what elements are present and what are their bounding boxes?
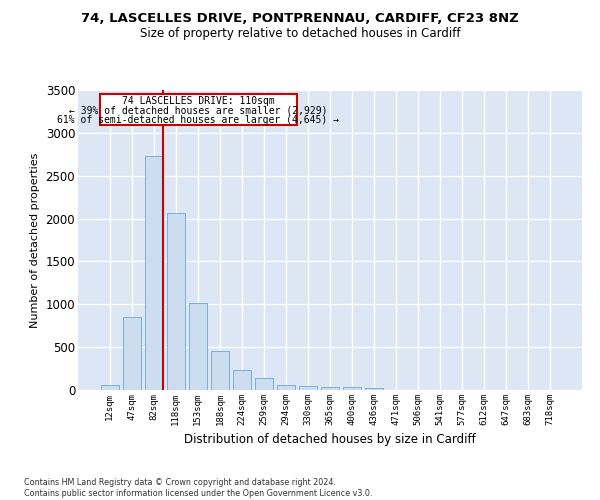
- Bar: [167, 214, 185, 390]
- Bar: [123, 317, 140, 390]
- Text: 74 LASCELLES DRIVE: 110sqm: 74 LASCELLES DRIVE: 110sqm: [122, 96, 275, 106]
- Bar: [321, 387, 339, 390]
- Text: 61% of semi-detached houses are larger (4,645) →: 61% of semi-detached houses are larger (…: [58, 115, 340, 125]
- Bar: [101, 385, 119, 390]
- Bar: [233, 370, 251, 390]
- Text: Contains HM Land Registry data © Crown copyright and database right 2024.
Contai: Contains HM Land Registry data © Crown c…: [24, 478, 373, 498]
- Bar: [100, 94, 297, 125]
- Text: Size of property relative to detached houses in Cardiff: Size of property relative to detached ho…: [140, 28, 460, 40]
- Text: ← 39% of detached houses are smaller (2,929): ← 39% of detached houses are smaller (2,…: [69, 106, 328, 116]
- Bar: [189, 304, 206, 390]
- Text: 74, LASCELLES DRIVE, PONTPRENNAU, CARDIFF, CF23 8NZ: 74, LASCELLES DRIVE, PONTPRENNAU, CARDIF…: [81, 12, 519, 26]
- Bar: [365, 388, 383, 390]
- Bar: [343, 388, 361, 390]
- Bar: [211, 351, 229, 390]
- Bar: [277, 385, 295, 390]
- Bar: [255, 378, 273, 390]
- Bar: [299, 386, 317, 390]
- X-axis label: Distribution of detached houses by size in Cardiff: Distribution of detached houses by size …: [184, 434, 476, 446]
- Bar: [145, 156, 163, 390]
- Y-axis label: Number of detached properties: Number of detached properties: [30, 152, 40, 328]
